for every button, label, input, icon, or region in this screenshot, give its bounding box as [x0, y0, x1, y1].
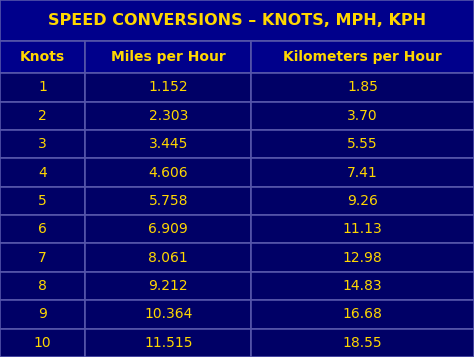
- Bar: [0, 130, 85, 159]
- Bar: [85, 159, 251, 187]
- Bar: [251, 41, 474, 73]
- Text: Miles per Hour: Miles per Hour: [111, 50, 226, 64]
- Text: 3: 3: [38, 137, 47, 151]
- Bar: [0, 328, 85, 357]
- Text: Knots: Knots: [20, 50, 65, 64]
- Text: 6: 6: [38, 222, 47, 236]
- Text: 7: 7: [38, 251, 47, 265]
- Text: 2: 2: [38, 109, 47, 123]
- Bar: [85, 130, 251, 159]
- Bar: [85, 215, 251, 243]
- Text: 5.55: 5.55: [347, 137, 378, 151]
- Bar: [85, 243, 251, 272]
- Text: 11.13: 11.13: [343, 222, 383, 236]
- Text: 9.212: 9.212: [148, 279, 188, 293]
- Text: 9.26: 9.26: [347, 194, 378, 208]
- Text: 10: 10: [34, 336, 52, 350]
- Bar: [0, 73, 85, 101]
- Bar: [0, 300, 85, 328]
- Text: 18.55: 18.55: [343, 336, 383, 350]
- Bar: [0, 243, 85, 272]
- Bar: [0, 159, 85, 187]
- Text: 3.445: 3.445: [148, 137, 188, 151]
- Bar: [85, 41, 251, 73]
- Text: 1.85: 1.85: [347, 80, 378, 94]
- Bar: [251, 243, 474, 272]
- Text: 1: 1: [38, 80, 47, 94]
- Text: 10.364: 10.364: [144, 307, 192, 321]
- Bar: [251, 215, 474, 243]
- Bar: [251, 300, 474, 328]
- Bar: [85, 300, 251, 328]
- Bar: [251, 328, 474, 357]
- Bar: [0, 101, 85, 130]
- Text: Kilometers per Hour: Kilometers per Hour: [283, 50, 442, 64]
- Text: 4.606: 4.606: [148, 166, 188, 180]
- Text: 11.515: 11.515: [144, 336, 192, 350]
- Text: 4: 4: [38, 166, 47, 180]
- Text: 2.303: 2.303: [148, 109, 188, 123]
- Text: 7.41: 7.41: [347, 166, 378, 180]
- Bar: [0, 0, 474, 41]
- Text: 8: 8: [38, 279, 47, 293]
- Bar: [85, 272, 251, 300]
- Text: 9: 9: [38, 307, 47, 321]
- Bar: [251, 159, 474, 187]
- Text: SPEED CONVERSIONS – KNOTS, MPH, KPH: SPEED CONVERSIONS – KNOTS, MPH, KPH: [48, 13, 426, 28]
- Text: 5.758: 5.758: [148, 194, 188, 208]
- Bar: [0, 41, 85, 73]
- Bar: [85, 328, 251, 357]
- Text: 12.98: 12.98: [343, 251, 383, 265]
- Bar: [251, 187, 474, 215]
- Bar: [251, 130, 474, 159]
- Text: 14.83: 14.83: [343, 279, 383, 293]
- Bar: [0, 215, 85, 243]
- Text: 16.68: 16.68: [343, 307, 383, 321]
- Bar: [85, 187, 251, 215]
- Bar: [251, 272, 474, 300]
- Text: 1.152: 1.152: [148, 80, 188, 94]
- Bar: [85, 101, 251, 130]
- Text: 3.70: 3.70: [347, 109, 378, 123]
- Text: 5: 5: [38, 194, 47, 208]
- Bar: [251, 73, 474, 101]
- Bar: [251, 101, 474, 130]
- Bar: [0, 187, 85, 215]
- Text: 6.909: 6.909: [148, 222, 188, 236]
- Text: 8.061: 8.061: [148, 251, 188, 265]
- Bar: [85, 73, 251, 101]
- Bar: [0, 272, 85, 300]
